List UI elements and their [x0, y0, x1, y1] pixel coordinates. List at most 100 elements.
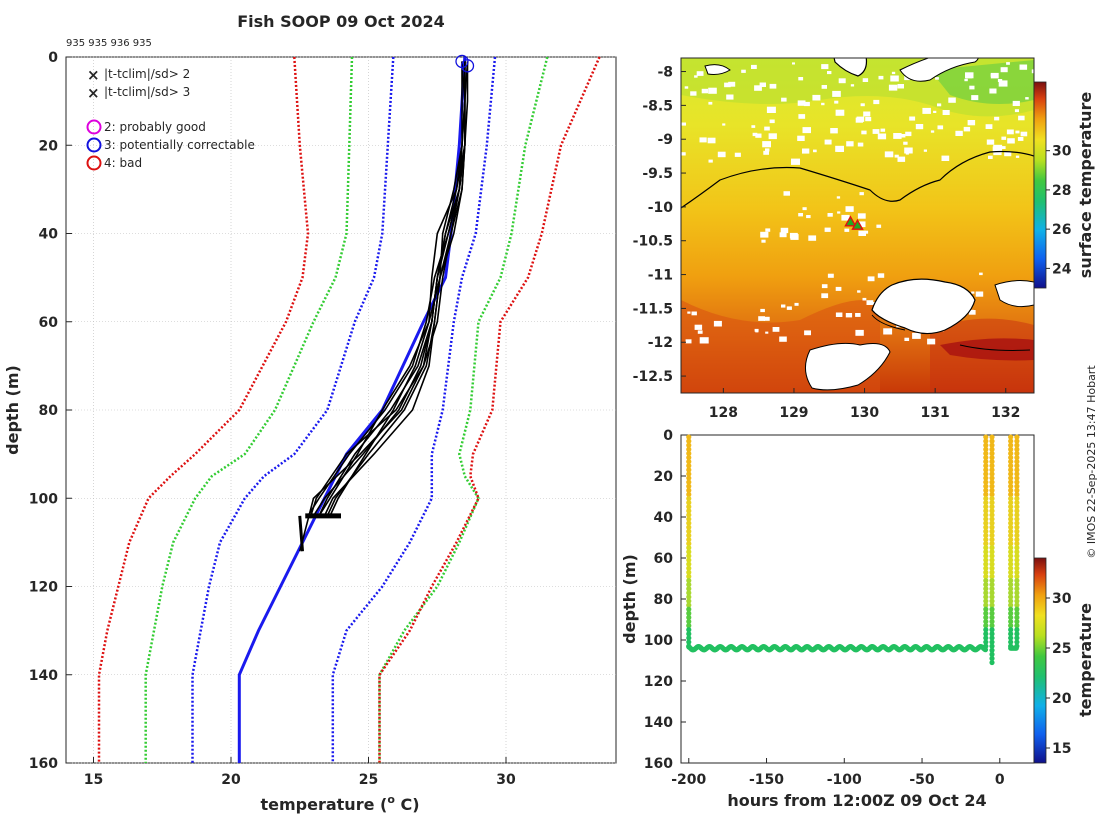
cloud-gap: [912, 332, 921, 339]
cast-point: [983, 545, 989, 551]
cloud-gap: [699, 337, 709, 344]
cast-point: [1008, 549, 1014, 555]
cloud-gap: [855, 329, 864, 336]
time-y-tick-label: 80: [654, 592, 674, 608]
cast-point: [686, 549, 692, 555]
cast-point: [1014, 577, 1020, 584]
cloud-gap: [813, 149, 817, 153]
cast-point: [1014, 532, 1020, 539]
cast-point: [983, 541, 989, 547]
map-y-tick-label: -10.5: [633, 234, 673, 250]
depth-time-axes-box: [680, 434, 1035, 764]
cloud-gap: [768, 133, 777, 140]
cloud-gap: [790, 234, 799, 240]
cast-point: [989, 434, 995, 440]
cloud-gap: [903, 141, 908, 145]
cast-point: [1014, 520, 1020, 526]
cast-point: [983, 450, 989, 457]
sst-colorbar-ticks: 24 26 28 30: [1046, 144, 1072, 277]
cloud-gap: [699, 137, 707, 143]
cast-point: [1008, 495, 1014, 502]
cast-point: [983, 631, 989, 637]
cloud-gap: [894, 154, 899, 158]
cast-point: [1008, 442, 1014, 448]
cast-point: [989, 545, 995, 551]
cloud-gap: [948, 97, 956, 103]
time-y-tick-label: 100: [644, 633, 673, 649]
cloud-gap: [761, 239, 766, 243]
map-x-tick-label: 131: [921, 405, 950, 421]
cast-point: [989, 475, 995, 481]
cloud-gap: [779, 232, 787, 238]
legend-label-flag4: 4: bad: [104, 156, 142, 170]
y-tick-label: 40: [39, 227, 59, 243]
land-islet: [704, 64, 731, 75]
time-x-tick-label: -200: [671, 772, 706, 788]
cast-point: [686, 508, 692, 514]
cast-point: [686, 532, 692, 539]
cloud-gap: [904, 76, 910, 81]
cast-point: [1014, 606, 1020, 612]
y-tick-label: 0: [48, 50, 58, 66]
cloud-gap: [752, 132, 758, 137]
cast-point: [989, 446, 995, 452]
cloud-gap: [798, 213, 803, 217]
cast-point: [686, 573, 692, 580]
cast-point: [983, 475, 989, 481]
cast-point: [989, 549, 995, 555]
cast-point: [1008, 577, 1014, 584]
cloud-gap: [965, 72, 974, 79]
cast-point: [1014, 450, 1020, 457]
cast-point: [983, 528, 989, 534]
time-x-tick-label: -100: [827, 772, 862, 788]
cast-point: [686, 598, 692, 604]
cast-point: [1014, 463, 1020, 469]
cloud-gap: [726, 94, 734, 100]
cloud-gap: [850, 84, 855, 87]
cast-point: [989, 442, 995, 448]
cloud-gap: [681, 122, 686, 126]
cast-point: [686, 606, 692, 612]
cast-point: [686, 623, 692, 629]
cloud-gap: [997, 79, 1003, 82]
cloud-gap: [873, 99, 880, 105]
sst-map: 128 129 130 131 132 -8 -8.5 -9 -9.5 -10 -10.5 -11 -1…: [633, 57, 1095, 421]
cast-point: [1014, 590, 1020, 596]
cloud-gap: [803, 101, 810, 107]
cast-point: [686, 520, 692, 526]
map-y-tick-label: -11: [648, 268, 673, 284]
cloud-gap: [975, 291, 984, 297]
cloud-gap: [755, 133, 762, 138]
cloud-gap: [1019, 64, 1028, 70]
watermark: © IMOS 22-Sep-2025 13:47 Hobart: [1085, 365, 1098, 559]
profile-tick-labels: 15 20 25 30 0 20 40 60 80 100 120 140 160: [29, 50, 516, 788]
sst-colorbar-tick-label: 24: [1052, 261, 1072, 277]
cast-point: [983, 463, 989, 469]
cast-point: [989, 614, 995, 621]
cloud-gap: [905, 131, 912, 137]
cast-point: [989, 606, 995, 612]
depth-time-x-label: hours from 12:00Z 09 Oct 24: [727, 791, 986, 810]
cloud-gap: [835, 286, 842, 291]
sst-colorbar: [1033, 81, 1047, 289]
cloud-gap: [763, 316, 770, 321]
cast-point: [686, 545, 692, 551]
cast-point: [989, 639, 995, 645]
cast-point: [983, 582, 989, 588]
cast-point: [989, 643, 995, 649]
profile-grid: [66, 56, 616, 764]
legend-symbol-flag4: [86, 155, 102, 171]
cloud-gap: [821, 284, 828, 289]
cast-point: [989, 520, 995, 526]
cast-point: [1014, 471, 1020, 477]
cloud-gap: [963, 126, 971, 132]
cloud-gap: [897, 156, 906, 162]
cast-point: [1014, 491, 1020, 498]
cast-point: [686, 463, 692, 469]
cast-point: [1008, 561, 1014, 567]
cast-point: [989, 450, 995, 457]
cast-point: [686, 541, 692, 547]
x-tick-label: 30: [496, 772, 516, 788]
cloud-gap: [802, 148, 810, 154]
cast-point: [983, 614, 989, 621]
